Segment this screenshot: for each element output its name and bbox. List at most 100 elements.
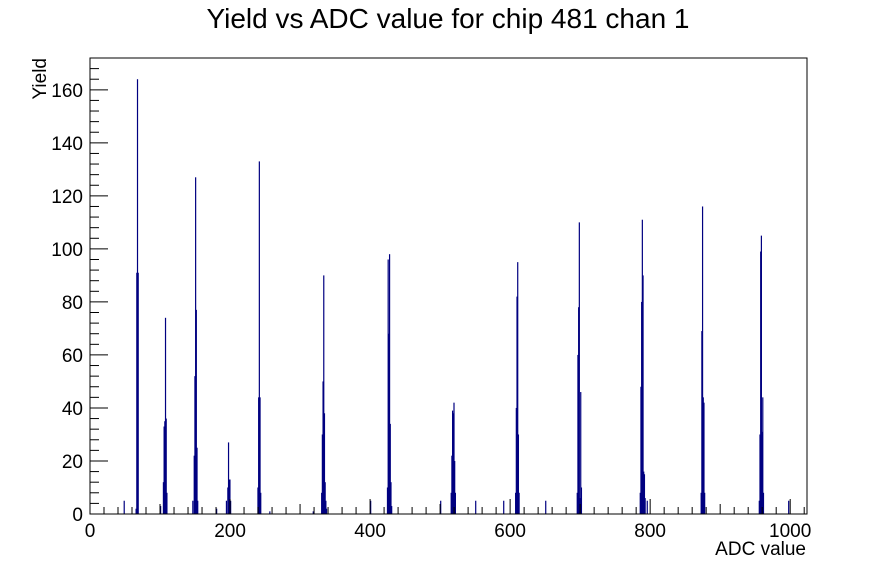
histogram-bin [162,482,165,514]
histogram-bin [260,492,262,514]
histogram-bin [229,479,231,514]
histogram-bin [515,492,517,514]
x-axis-label: ADC value [715,539,806,560]
y-tick-label: 20 [62,452,83,473]
histogram-bin [194,376,196,514]
histogram-bin [257,487,259,514]
histogram-bin [760,235,762,514]
histogram-bin [646,500,648,514]
histogram-bin [390,482,392,514]
histogram-bin [578,307,580,514]
histogram-bin [517,262,519,514]
histogram-bin [391,506,393,514]
histogram-bin [516,296,518,514]
histogram-bin [580,487,583,514]
histogram-bin [761,431,763,514]
histogram-bin [163,426,165,514]
histogram-bin [453,402,455,514]
x-tick-label: 800 [634,521,666,542]
histogram-bin [166,492,168,514]
histogram-bin [387,259,389,514]
histogram-bin [195,309,197,514]
histogram-bin [123,500,125,514]
histogram-bin [700,492,702,514]
y-tick-label: 160 [51,81,83,102]
y-tick-label: 60 [62,346,83,367]
plot-frame [89,57,808,515]
histogram-bin [322,381,324,514]
y-tick-label: 140 [51,134,83,155]
histogram-bin [760,251,762,514]
histogram-bin [196,447,198,514]
histogram-bin [475,500,477,514]
histogram-bin [640,386,642,514]
histogram-bin [545,500,547,514]
histogram-bin [701,206,704,514]
y-tick-label: 120 [51,187,83,208]
plot-border [89,57,808,515]
y-axis: 0 20 40 60 80 100 120 140 160 [51,57,108,526]
histogram-bin [389,423,391,514]
histogram-bin [788,500,790,514]
histogram-bin [197,500,199,514]
histogram-bin [454,460,456,514]
histogram-bin [639,492,641,514]
histogram-bin [227,442,230,514]
histogram-bin [503,500,505,514]
x-tick-label: 0 [85,521,96,542]
histogram-bin [323,275,325,514]
histogram-bin [137,272,139,514]
histogram-bin [758,500,760,514]
histogram-bin [452,410,454,514]
histogram-bin [259,397,261,514]
histogram-bin [517,434,520,514]
histogram-bin [702,397,704,514]
histogram-bin [193,455,195,514]
histogram-bin [160,506,162,514]
histogram-bin [703,402,705,514]
histogram-bin [230,500,232,514]
histogram-bin [704,492,706,514]
chart-title: Yield vs ADC value for chip 481 chan 1 [206,3,689,34]
histogram-bin [641,301,643,514]
histogram-bin [325,508,328,514]
x-tick-label: 1000 [769,521,811,542]
histogram-bin [452,413,454,514]
histogram-bin [258,161,260,514]
histogram-bin [388,333,390,514]
histogram-bin [515,407,517,514]
histogram-bin [323,413,326,514]
histogram-bin [136,272,138,514]
histogram-bin [388,254,391,514]
histogram-bin [216,508,218,514]
y-tick-label: 100 [51,240,83,261]
histogram-bars [123,79,790,515]
histogram-bin [451,455,453,514]
y-tick-label: 40 [62,399,83,420]
histogram-bin [135,508,137,514]
histogram-bin [195,177,197,515]
histogram-bin [762,397,764,514]
histogram-bin [321,434,323,514]
histogram-bin [641,219,643,514]
histogram-bin [228,479,230,514]
histogram-bin [450,492,452,514]
histogram-bin [644,498,646,514]
histogram-bin [643,474,646,514]
histogram-bin [370,500,372,514]
histogram-bin [762,492,765,514]
histogram-bin [701,331,703,514]
x-tick-label: 400 [354,521,386,542]
histogram-bin [192,500,194,514]
histogram-bin [642,275,644,514]
histogram-bin [324,482,326,514]
x-axis: 0 200 400 600 800 1000 [85,499,811,542]
histogram-bin [518,492,520,514]
histogram-bin [386,487,389,514]
y-tick-label: 80 [62,293,83,314]
histogram-bin [578,222,580,514]
histogram-bin [164,317,167,514]
histogram-bin [312,511,314,514]
histogram-bin [643,471,645,514]
